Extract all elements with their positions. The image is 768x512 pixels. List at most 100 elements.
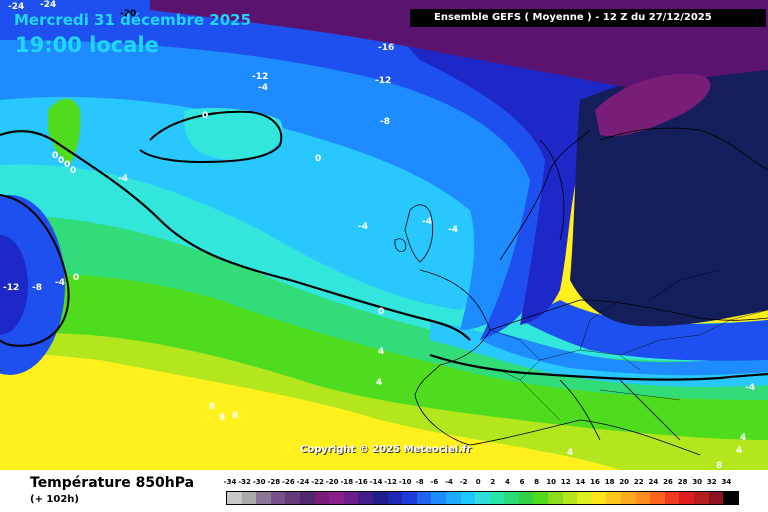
scale-label: 10 bbox=[546, 478, 557, 486]
scale-label: 6 bbox=[519, 478, 525, 486]
contour-label: -4 bbox=[358, 222, 368, 232]
contour-zero-low bbox=[0, 194, 70, 347]
scale-swatch bbox=[533, 492, 549, 504]
contour-label: -4 bbox=[422, 217, 432, 227]
contour-labels: -24 -24 -20 -16 -12 -12 -4 -8 0 0 -4 0 0… bbox=[3, 0, 755, 470]
contour-label: 4 bbox=[567, 448, 573, 458]
country-borders bbox=[489, 269, 768, 421]
scale-label: -14 bbox=[369, 478, 383, 486]
scale-swatch bbox=[591, 492, 607, 504]
scale-label: 12 bbox=[560, 478, 571, 486]
scale-label: -20 bbox=[325, 478, 339, 486]
contour-label: 8 bbox=[219, 413, 225, 423]
field-turquoise bbox=[0, 148, 768, 362]
scale-swatch bbox=[227, 492, 242, 504]
scale-swatch bbox=[475, 492, 490, 504]
scale-label: -30 bbox=[252, 478, 266, 486]
scale-label: 18 bbox=[604, 478, 615, 486]
lead-time: (+ 102h) bbox=[30, 494, 79, 505]
contour-label: -12 bbox=[252, 72, 268, 82]
scale-label: -10 bbox=[398, 478, 412, 486]
contour-label: -4 bbox=[448, 225, 458, 235]
scale-swatch bbox=[606, 492, 622, 504]
scale-label: 30 bbox=[692, 478, 703, 486]
scale-label: 20 bbox=[619, 478, 630, 486]
model-run-info: Ensemble GEFS ( Moyenne ) - 12 Z du 27/1… bbox=[410, 9, 766, 27]
scale-label: 0 bbox=[475, 478, 481, 486]
contour-label: 0 bbox=[58, 156, 64, 166]
copyright-notice: Copyright © 2025 Meteociel.fr bbox=[300, 444, 472, 455]
contour-label: -24 bbox=[8, 2, 24, 12]
scale-label: -22 bbox=[311, 478, 324, 486]
color-scale-labels: -34 -32 -30 -28 -26 -24 -22 -20 -18 -16 -14 -12 -10-… bbox=[222, 478, 752, 488]
scale-label: -12 bbox=[384, 478, 397, 486]
field-light-blue bbox=[0, 20, 554, 330]
scale-swatch bbox=[445, 492, 461, 504]
contour-label: 4 bbox=[736, 446, 742, 456]
scale-swatch bbox=[416, 492, 432, 504]
field-blue-low-west bbox=[0, 195, 65, 375]
field-blue-east bbox=[520, 300, 768, 361]
scale-swatch bbox=[270, 492, 286, 504]
scale-label: 32 bbox=[706, 478, 717, 486]
contour-label: -24 bbox=[40, 0, 56, 10]
map-canvas: -24 -24 -20 -16 -12 -12 -4 -8 0 0 -4 0 0… bbox=[0, 0, 768, 470]
scale-swatch bbox=[664, 492, 680, 504]
contour-label: -4 bbox=[55, 278, 65, 288]
contour-label: 4 bbox=[376, 378, 382, 388]
scale-label: -6 bbox=[430, 478, 439, 486]
scale-label: 14 bbox=[575, 478, 586, 486]
contour-label: -16 bbox=[378, 43, 394, 53]
contour-label: 0 bbox=[64, 160, 70, 170]
temperature-map: -24 -24 -20 -16 -12 -12 -4 -8 0 0 -4 0 0… bbox=[0, 0, 768, 470]
contour-label: -4 bbox=[118, 174, 128, 184]
scale-swatch bbox=[460, 492, 476, 504]
scale-swatch bbox=[679, 492, 694, 504]
field-dark-blue-low-west bbox=[0, 235, 28, 335]
scale-swatch bbox=[387, 492, 403, 504]
field-light-blue-east bbox=[480, 330, 768, 376]
scale-swatch bbox=[402, 492, 417, 504]
scale-label: 16 bbox=[590, 478, 600, 486]
scale-label: -24 bbox=[296, 478, 310, 486]
contour-zero-iceland bbox=[139, 110, 283, 164]
scale-swatch bbox=[489, 492, 505, 504]
field-cyan bbox=[0, 81, 508, 310]
scale-swatch bbox=[635, 492, 651, 504]
contour-label: 8 bbox=[209, 402, 215, 412]
scale-swatch bbox=[723, 492, 738, 504]
contour-label: -12 bbox=[3, 283, 19, 293]
contour-label: 8 bbox=[232, 411, 238, 421]
scale-label: -8 bbox=[415, 478, 424, 486]
scale-label: -26 bbox=[282, 478, 295, 486]
scale-swatch bbox=[241, 492, 257, 504]
scale-swatch bbox=[621, 492, 636, 504]
scale-label: -16 bbox=[355, 478, 368, 486]
scale-label: -34 bbox=[223, 478, 237, 486]
scale-swatch bbox=[562, 492, 578, 504]
contour-label: 0 bbox=[202, 111, 208, 121]
contour-label: -4 bbox=[258, 83, 268, 93]
contour-label: 0 bbox=[315, 154, 321, 164]
scale-swatch bbox=[343, 492, 359, 504]
coastlines bbox=[394, 127, 768, 456]
scale-label: 28 bbox=[677, 478, 688, 486]
scale-label: 24 bbox=[648, 478, 659, 486]
scale-label: 22 bbox=[633, 478, 644, 486]
contour-zero-south bbox=[429, 353, 768, 381]
contour-zero-west bbox=[0, 130, 471, 341]
scale-swatch bbox=[548, 492, 563, 504]
contour-label: 0 bbox=[378, 307, 384, 317]
contour-label: 4 bbox=[378, 347, 384, 357]
scale-swatch bbox=[431, 492, 446, 504]
scale-swatch bbox=[329, 492, 344, 504]
scale-label: 34 bbox=[721, 478, 732, 486]
contour-label: 4 bbox=[740, 433, 746, 443]
forecast-date: Mercredi 31 décembre 2025 bbox=[14, 11, 252, 29]
parameter-title: Température 850hPa bbox=[30, 475, 195, 491]
contour-label: -8 bbox=[32, 283, 42, 293]
scale-swatch bbox=[358, 492, 373, 504]
scale-swatch bbox=[299, 492, 315, 504]
scale-swatch bbox=[694, 492, 709, 504]
contour-label: 8 bbox=[716, 461, 722, 470]
